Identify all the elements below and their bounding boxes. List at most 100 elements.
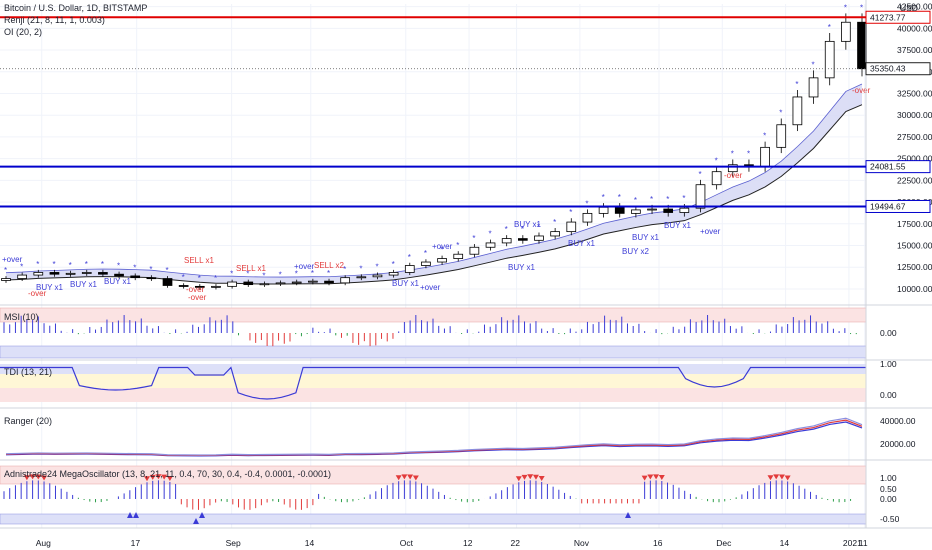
- time-tick-label: Aug: [36, 538, 51, 548]
- msi-tick-label: 0.00: [880, 328, 897, 338]
- candle: [501, 238, 512, 244]
- mega-sell-marker: [521, 474, 528, 480]
- time-tick-label: 22: [511, 538, 521, 548]
- msi-label[interactable]: MSI (10): [4, 312, 39, 322]
- candle: [211, 285, 221, 288]
- star-marker: *: [472, 234, 475, 243]
- candle: [776, 124, 787, 148]
- star-marker: *: [682, 194, 685, 203]
- candle: [808, 77, 819, 98]
- signal-label: -over: [188, 293, 207, 302]
- candle: [356, 276, 367, 279]
- signal-label: SELL x2: [314, 261, 344, 270]
- candle: [98, 272, 108, 275]
- ranger-tick-label: 40000.00: [880, 416, 916, 426]
- ranger-label[interactable]: Ranger (20): [4, 416, 52, 426]
- candle: [324, 280, 334, 284]
- star-marker: *: [763, 132, 766, 141]
- star-marker: *: [618, 193, 621, 202]
- candle: [194, 285, 205, 288]
- mega-sell-marker: [395, 475, 402, 481]
- price-axis[interactable]: 42500.0040000.0037500.0035000.0032500.00…: [865, 2, 932, 524]
- star-marker: *: [424, 249, 427, 258]
- star-marker: *: [85, 260, 88, 269]
- star-marker: *: [731, 149, 734, 158]
- star-marker: *: [860, 3, 863, 12]
- level-price-box: [865, 10, 931, 24]
- mega-tick-label: 0.50: [880, 484, 897, 494]
- time-tick-label: Nov: [574, 538, 590, 548]
- tdi-label[interactable]: TDI (13, 21): [4, 367, 52, 377]
- star-marker: *: [747, 149, 750, 158]
- mega-sell-marker: [647, 474, 654, 480]
- price-tick-label: 37500.00: [897, 45, 932, 55]
- star-marker: *: [262, 271, 265, 280]
- price-tick-label: 25000.00: [897, 154, 932, 164]
- star-marker: *: [828, 23, 831, 32]
- level-price-box: [865, 160, 931, 174]
- tdi-pane: [0, 364, 866, 402]
- time-tick-label: 11: [859, 538, 868, 548]
- star-marker: *: [844, 3, 847, 12]
- oi-indicator-label[interactable]: OI (20, 2): [4, 27, 42, 37]
- mega-sell-marker: [149, 474, 156, 480]
- mega-sell-marker: [527, 474, 534, 480]
- star-marker: *: [166, 266, 169, 275]
- star-marker: *: [117, 262, 120, 271]
- star-marker: *: [36, 260, 39, 269]
- candle: [857, 21, 867, 70]
- candle: [308, 280, 318, 283]
- main-price-pane: * * * * * * * * * * * * * * * * * * * * * * * * * * * * * * * * * * * * * * * *…: [0, 3, 871, 302]
- level-price-label: 41273.77: [870, 12, 906, 22]
- star-marker: *: [182, 273, 185, 282]
- candle: [146, 277, 157, 280]
- candle: [388, 272, 399, 276]
- msi-pane: [0, 307, 867, 359]
- signal-label: BUY x1: [568, 239, 596, 248]
- ranger-pane: [5, 417, 863, 457]
- megaoscillator-label[interactable]: Adnistrade24 MegaOscillator (13, 8, 21, …: [4, 469, 331, 479]
- price-tick-label: 42500.00: [897, 2, 932, 12]
- star-marker: *: [214, 274, 217, 283]
- renko-indicator-label[interactable]: Renji (21, 8, 11, 1, 0.003): [4, 15, 105, 25]
- star-marker: *: [779, 108, 782, 117]
- mega-sell-marker: [144, 476, 150, 482]
- mega-sell-marker: [29, 474, 36, 480]
- star-marker: *: [149, 265, 152, 274]
- signal-label: +over: [700, 227, 721, 236]
- mega-buy-marker: [193, 518, 199, 524]
- msi-lower-zone: [0, 345, 867, 359]
- candle: [534, 235, 544, 241]
- envelope-upper: [5, 83, 863, 278]
- star-marker: *: [230, 270, 233, 279]
- star-marker: *: [408, 253, 411, 262]
- pane-separators[interactable]: [0, 0, 932, 529]
- tdi-tick-label: 1.00: [880, 359, 897, 369]
- time-tick-label: 2021: [843, 538, 862, 548]
- grid: [0, 4, 866, 528]
- signal-label: -over: [28, 289, 47, 298]
- candle: [647, 208, 657, 211]
- mega-sell-marker: [161, 474, 168, 480]
- candle: [1, 278, 11, 281]
- star-marker: *: [698, 170, 701, 179]
- mega-sell-marker: [407, 474, 414, 480]
- level-price-label: 24081.55: [870, 162, 906, 172]
- star-marker: *: [634, 196, 637, 205]
- megaoscillator-pane: [0, 465, 867, 525]
- mega-sell-marker: [166, 475, 173, 481]
- symbol-title[interactable]: Bitcoin / U.S. Dollar, 1D, BITSTAMP: [4, 3, 147, 13]
- star-marker: *: [327, 269, 330, 278]
- mega-sell-marker: [23, 475, 30, 481]
- star-marker: *: [52, 260, 55, 269]
- candle: [33, 272, 44, 276]
- time-tick-label: 14: [780, 538, 790, 548]
- star-marker: *: [392, 260, 395, 269]
- candle: [598, 206, 609, 214]
- candle: [711, 171, 722, 186]
- price-tick-label: 32500.00: [897, 88, 932, 98]
- star-marker: *: [537, 222, 540, 231]
